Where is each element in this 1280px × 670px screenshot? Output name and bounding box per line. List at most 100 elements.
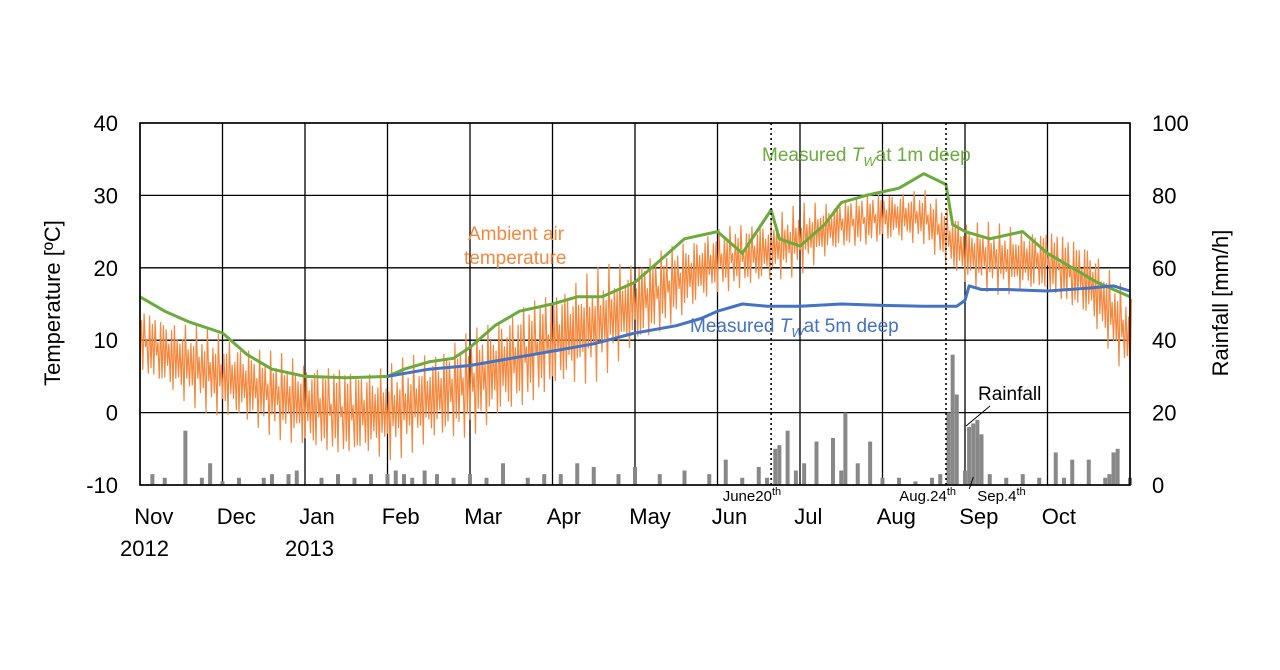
- x-year-label: 2012: [120, 536, 169, 561]
- event-pointer: [968, 476, 974, 490]
- rainfall-bar: [880, 477, 885, 485]
- y-axis-title: Temperature [ºC]: [40, 220, 65, 386]
- rainfall-bar: [1020, 474, 1025, 485]
- rainfall-bar: [954, 394, 959, 485]
- tw1m-label-sub: W: [863, 154, 877, 169]
- x-tick-label: Mar: [464, 504, 502, 529]
- rainfall-bar: [773, 448, 778, 485]
- x-year-label: 2013: [285, 536, 334, 561]
- rainfall-bar: [435, 474, 439, 485]
- y2-tick-label: 40: [1152, 328, 1176, 353]
- rainfall-bar: [843, 412, 848, 485]
- rainfall-bar: [802, 463, 807, 485]
- rainfall-bar: [1070, 459, 1075, 485]
- rainfall-bar: [369, 474, 373, 485]
- rainfall-bar: [1053, 452, 1058, 485]
- x-tick-label: Nov: [134, 504, 173, 529]
- event-label-text: Sep.4: [977, 488, 1016, 505]
- x-tick-label: Apr: [547, 504, 581, 529]
- rainfall-bar: [913, 481, 918, 485]
- event-label-text: June20: [723, 488, 772, 505]
- tw5m-label-prefix: Measured: [690, 316, 780, 337]
- rainfall-bar: [765, 477, 769, 485]
- plot-border: [139, 122, 1131, 486]
- rainfall-bar: [814, 441, 819, 485]
- rainfall-bar: [150, 474, 155, 485]
- rainfall-bar: [616, 474, 621, 485]
- rainfall-bar: [785, 430, 790, 485]
- rainfall-bar: [402, 474, 406, 485]
- event-label: Sep.4th: [977, 486, 1025, 505]
- rainfall-bar: [1062, 477, 1066, 485]
- rainfall-bar: [162, 477, 167, 485]
- x-tick-label: Feb: [382, 504, 420, 529]
- rainfall-bar: [831, 437, 835, 485]
- water-temperature-series: [139, 172, 1131, 380]
- rainfall-bar: [723, 459, 728, 485]
- x-tick-label: Jun: [712, 504, 747, 529]
- rainfall-bar: [868, 441, 873, 485]
- event-label-text: Aug.24: [899, 488, 947, 505]
- rainfall-bar: [286, 474, 291, 485]
- rainfall-bar: [756, 466, 761, 485]
- tw5m-label-suffix: at 5m deep: [804, 316, 899, 337]
- event-label: June20th: [723, 486, 781, 505]
- rainfall-bar: [1111, 452, 1116, 485]
- rainfall-bar: [633, 466, 637, 485]
- y2-tick-label: 60: [1152, 256, 1176, 281]
- rainfall-bar: [707, 474, 712, 485]
- rainfall-bar: [270, 474, 274, 485]
- y-tick-label: -10: [86, 473, 118, 498]
- rainfall-bar: [938, 474, 943, 485]
- rainfall-bar: [963, 470, 967, 485]
- x-tick-label: May: [629, 504, 671, 529]
- tw-5m-line: [387, 284, 1131, 378]
- rainfall-label: Rainfall: [978, 384, 1041, 405]
- event-markers: June20th Aug.24th Sep.4th: [723, 123, 1026, 505]
- rainfall-bar: [220, 481, 225, 485]
- rainfall-bar: [183, 430, 188, 485]
- y-tick-label: 0: [106, 401, 118, 426]
- y2-tick-label: 20: [1152, 401, 1176, 426]
- rainfall-bar: [525, 477, 530, 485]
- rainfall-bar: [237, 477, 241, 485]
- tw1m-label-t: T: [852, 145, 865, 166]
- y-tick-label: 30: [94, 183, 118, 208]
- rainfall-bar: [1037, 477, 1042, 485]
- rainfall-bar: [1115, 448, 1120, 485]
- rainfall-bar: [558, 474, 563, 485]
- rainfall-bar: [294, 470, 299, 485]
- tw5m-label: Measured TWat 5m deep: [690, 316, 899, 340]
- rainfall-bar: [336, 474, 340, 485]
- rainfall-bar: [1086, 459, 1091, 485]
- tw-1m-line: [139, 172, 1131, 380]
- rainfall-bar: [575, 463, 580, 485]
- rainfall-bar: [542, 474, 547, 485]
- event-label-sup: th: [947, 486, 956, 498]
- rainfall-bar: [468, 474, 472, 485]
- rainfall-bar: [1103, 477, 1108, 485]
- rainfall-bar: [855, 463, 860, 485]
- ambient-temperature-series: [139, 190, 1132, 461]
- y2-tick-label: 100: [1152, 111, 1189, 136]
- event-label-sup: th: [772, 486, 781, 498]
- rainfall-bar: [777, 445, 782, 485]
- rainfall-bar: [971, 423, 976, 485]
- tw1m-label: Measured TWat 1m deep: [762, 145, 971, 169]
- rainfall-bar: [484, 477, 489, 485]
- event-label: Aug.24th: [899, 486, 956, 505]
- rainfall-bar: [410, 477, 415, 485]
- y2-axis-title: Rainfall [mm/h]: [1208, 230, 1233, 377]
- rainfall-bars: [150, 354, 1132, 485]
- y2-tick-label: 0: [1152, 473, 1164, 498]
- y-tick-label: 10: [94, 328, 118, 353]
- plot-frame: [139, 122, 1131, 486]
- rainfall-bar: [1004, 477, 1009, 485]
- y-tick-label: 20: [94, 256, 118, 281]
- rainfall-bar: [385, 474, 390, 485]
- rainfall-bar: [501, 463, 505, 485]
- rainfall-bar: [393, 470, 398, 485]
- ambient-temperature-line: [139, 190, 1132, 461]
